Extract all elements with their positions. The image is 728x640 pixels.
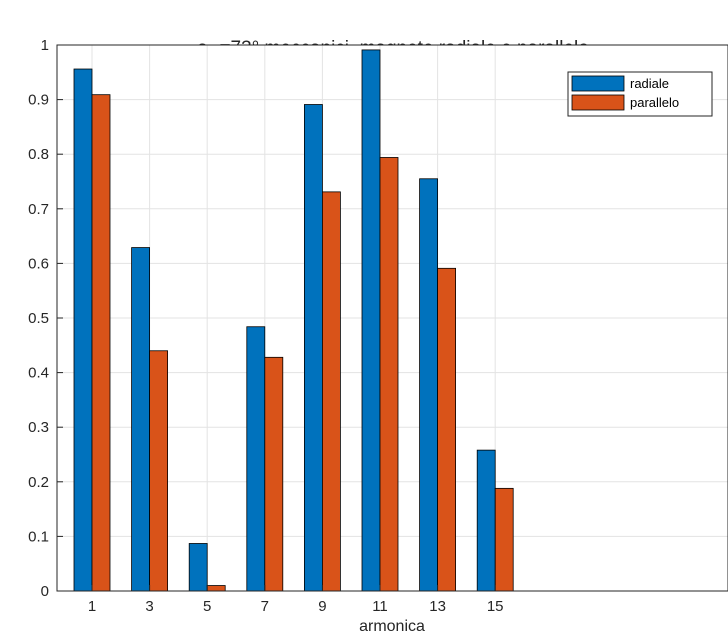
y-tick-label: 0.3 bbox=[28, 419, 49, 436]
legend-swatch-radiale bbox=[571, 75, 625, 92]
axis-ticks: 00.10.20.30.40.50.60.70.80.911 3 5 7 9 11 13 15 bbox=[28, 37, 503, 615]
y-tick-label: 0.8 bbox=[28, 146, 49, 163]
x-tick-label: 7 bbox=[261, 598, 269, 615]
y-tick-label: 0.4 bbox=[28, 365, 49, 382]
bar-radiale-1 bbox=[73, 68, 93, 592]
x-tick-label: 15 bbox=[487, 598, 504, 615]
legend-label-radiale: radiale bbox=[630, 76, 669, 91]
bars bbox=[73, 49, 514, 592]
x-tick-label: 1 bbox=[88, 598, 96, 615]
bar-parallelo-3 bbox=[149, 350, 169, 592]
bar-radiale-9 bbox=[303, 104, 323, 592]
bar-parallelo-15 bbox=[494, 487, 514, 592]
y-tick-label: 0.1 bbox=[28, 528, 49, 545]
bar-parallelo-9 bbox=[321, 191, 341, 592]
bar-radiale-15 bbox=[476, 449, 496, 592]
legend: radiale parallelo bbox=[567, 71, 713, 117]
bar-radiale-13 bbox=[419, 178, 439, 592]
bar-parallelo-13 bbox=[437, 267, 457, 592]
x-tick-label: 3 bbox=[145, 598, 153, 615]
bar-radiale-3 bbox=[131, 247, 151, 592]
x-tick-label: 13 bbox=[429, 598, 446, 615]
bar-radiale-7 bbox=[246, 326, 266, 592]
y-tick-label: 0.6 bbox=[28, 255, 49, 272]
legend-label-parallelo: parallelo bbox=[630, 95, 679, 110]
y-tick-label: 0.9 bbox=[28, 92, 49, 109]
y-tick-label: 0.5 bbox=[28, 310, 49, 327]
legend-swatch-parallelo bbox=[571, 94, 625, 111]
bar-parallelo-5 bbox=[206, 585, 226, 592]
x-tick-label: 5 bbox=[203, 598, 211, 615]
bar-radiale-5 bbox=[188, 543, 208, 592]
x-axis-label: armonica bbox=[359, 618, 425, 635]
y-tick-label: 0.7 bbox=[28, 201, 49, 218]
y-tick-label: 0 bbox=[41, 583, 49, 600]
y-tick-label: 0.2 bbox=[28, 474, 49, 491]
y-tick-label: 1 bbox=[41, 37, 49, 54]
bar-parallelo-7 bbox=[264, 356, 284, 592]
bar-parallelo-11 bbox=[379, 157, 399, 592]
x-tick-label: 9 bbox=[318, 598, 326, 615]
bar-radiale-11 bbox=[361, 49, 381, 592]
bar-parallelo-1 bbox=[91, 94, 111, 592]
x-tick-label: 11 bbox=[372, 598, 388, 615]
